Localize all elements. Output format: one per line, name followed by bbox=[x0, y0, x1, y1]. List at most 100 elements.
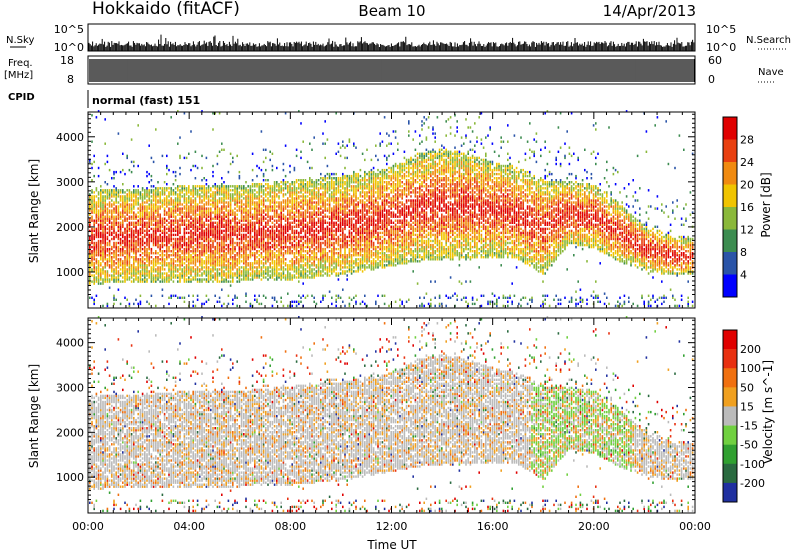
power-cell bbox=[289, 164, 291, 168]
power-cell bbox=[207, 227, 210, 231]
power-cell bbox=[183, 252, 186, 255]
power-cell bbox=[133, 185, 135, 188]
power-cell bbox=[265, 231, 267, 235]
power-cell bbox=[267, 274, 269, 277]
power-cell bbox=[212, 193, 214, 196]
power-cell bbox=[135, 217, 137, 220]
power-cell bbox=[240, 239, 243, 243]
power-cell bbox=[258, 183, 260, 186]
power-cell bbox=[183, 185, 186, 188]
power-cell bbox=[216, 189, 219, 192]
power-cell bbox=[137, 191, 139, 194]
power-cell bbox=[93, 266, 95, 269]
power-cell bbox=[117, 272, 120, 275]
power-cell bbox=[254, 266, 256, 269]
power-cell bbox=[157, 229, 159, 233]
power-cell bbox=[227, 227, 230, 231]
power-cell bbox=[97, 219, 100, 222]
power-cell bbox=[234, 264, 236, 267]
power-cell bbox=[284, 185, 287, 188]
power-cell bbox=[179, 185, 181, 188]
power-cell bbox=[247, 258, 249, 261]
power-cell bbox=[229, 276, 232, 279]
power-cell bbox=[216, 270, 219, 273]
power-cell bbox=[93, 280, 95, 283]
power-cell bbox=[218, 233, 221, 237]
power-cell bbox=[238, 254, 241, 257]
power-cell bbox=[188, 195, 190, 198]
power-cell bbox=[309, 270, 311, 273]
power-cell bbox=[282, 201, 285, 204]
power-cell bbox=[280, 258, 282, 261]
power-cell bbox=[199, 219, 201, 222]
power-cell bbox=[102, 260, 104, 263]
power-cell bbox=[284, 239, 287, 243]
power-cell bbox=[280, 278, 282, 281]
power-cell bbox=[214, 258, 216, 261]
power-cell bbox=[144, 272, 146, 275]
power-cell bbox=[223, 233, 225, 237]
power-cell bbox=[265, 258, 267, 261]
power-cell bbox=[221, 199, 223, 202]
power-cell bbox=[108, 201, 111, 204]
power-cell bbox=[249, 201, 252, 204]
power-cell bbox=[295, 270, 298, 273]
power-cell bbox=[243, 187, 245, 190]
power-cell bbox=[278, 195, 280, 198]
power-cell bbox=[214, 252, 216, 255]
power-cell bbox=[269, 195, 271, 198]
power-cell bbox=[91, 179, 93, 182]
power-cell bbox=[216, 217, 219, 220]
power-cell bbox=[122, 235, 124, 239]
power-cell bbox=[183, 270, 186, 273]
power-cell bbox=[300, 300, 302, 303]
power-cell bbox=[192, 205, 194, 208]
power-cell bbox=[130, 229, 133, 233]
power-cell bbox=[293, 237, 296, 241]
power-cell bbox=[234, 272, 236, 275]
power-cell bbox=[311, 256, 313, 259]
power-cell bbox=[302, 217, 304, 220]
power-cell bbox=[144, 225, 146, 228]
power-cell bbox=[115, 258, 117, 261]
power-cell bbox=[223, 237, 225, 241]
power-cell bbox=[282, 225, 285, 228]
power-cell bbox=[168, 245, 170, 249]
power-cell bbox=[188, 237, 190, 241]
power-cell bbox=[216, 247, 219, 251]
power-cell bbox=[177, 241, 179, 245]
power-cell bbox=[302, 272, 304, 275]
power-cell bbox=[174, 268, 177, 271]
power-cell bbox=[245, 292, 247, 295]
power-cell bbox=[212, 217, 214, 220]
power-cell bbox=[214, 237, 216, 241]
power-cell bbox=[267, 256, 269, 259]
power-cell bbox=[214, 195, 216, 198]
power-cell bbox=[229, 258, 232, 261]
power-cell bbox=[174, 225, 177, 228]
power-cell bbox=[262, 172, 265, 176]
power-cell bbox=[137, 233, 139, 237]
power-cell bbox=[100, 231, 102, 235]
power-cell bbox=[181, 256, 183, 259]
power-cell bbox=[174, 209, 177, 212]
power-cell bbox=[163, 231, 166, 235]
power-cell bbox=[115, 191, 117, 194]
power-cell bbox=[269, 203, 271, 206]
power-cell bbox=[126, 243, 128, 247]
power-cell bbox=[115, 247, 117, 251]
power-cell bbox=[155, 256, 157, 259]
power-cell bbox=[139, 258, 142, 261]
power-cell bbox=[150, 260, 153, 263]
power-cell bbox=[273, 193, 276, 196]
power-cell bbox=[269, 258, 271, 261]
power-cell bbox=[260, 260, 263, 263]
power-cell bbox=[128, 193, 131, 196]
power-cell bbox=[254, 239, 256, 243]
power-cell bbox=[157, 276, 159, 279]
power-cell bbox=[298, 235, 300, 239]
power-cell bbox=[106, 235, 109, 239]
power-cell bbox=[192, 193, 194, 196]
power-cell bbox=[245, 270, 247, 273]
power-cell bbox=[170, 262, 172, 265]
